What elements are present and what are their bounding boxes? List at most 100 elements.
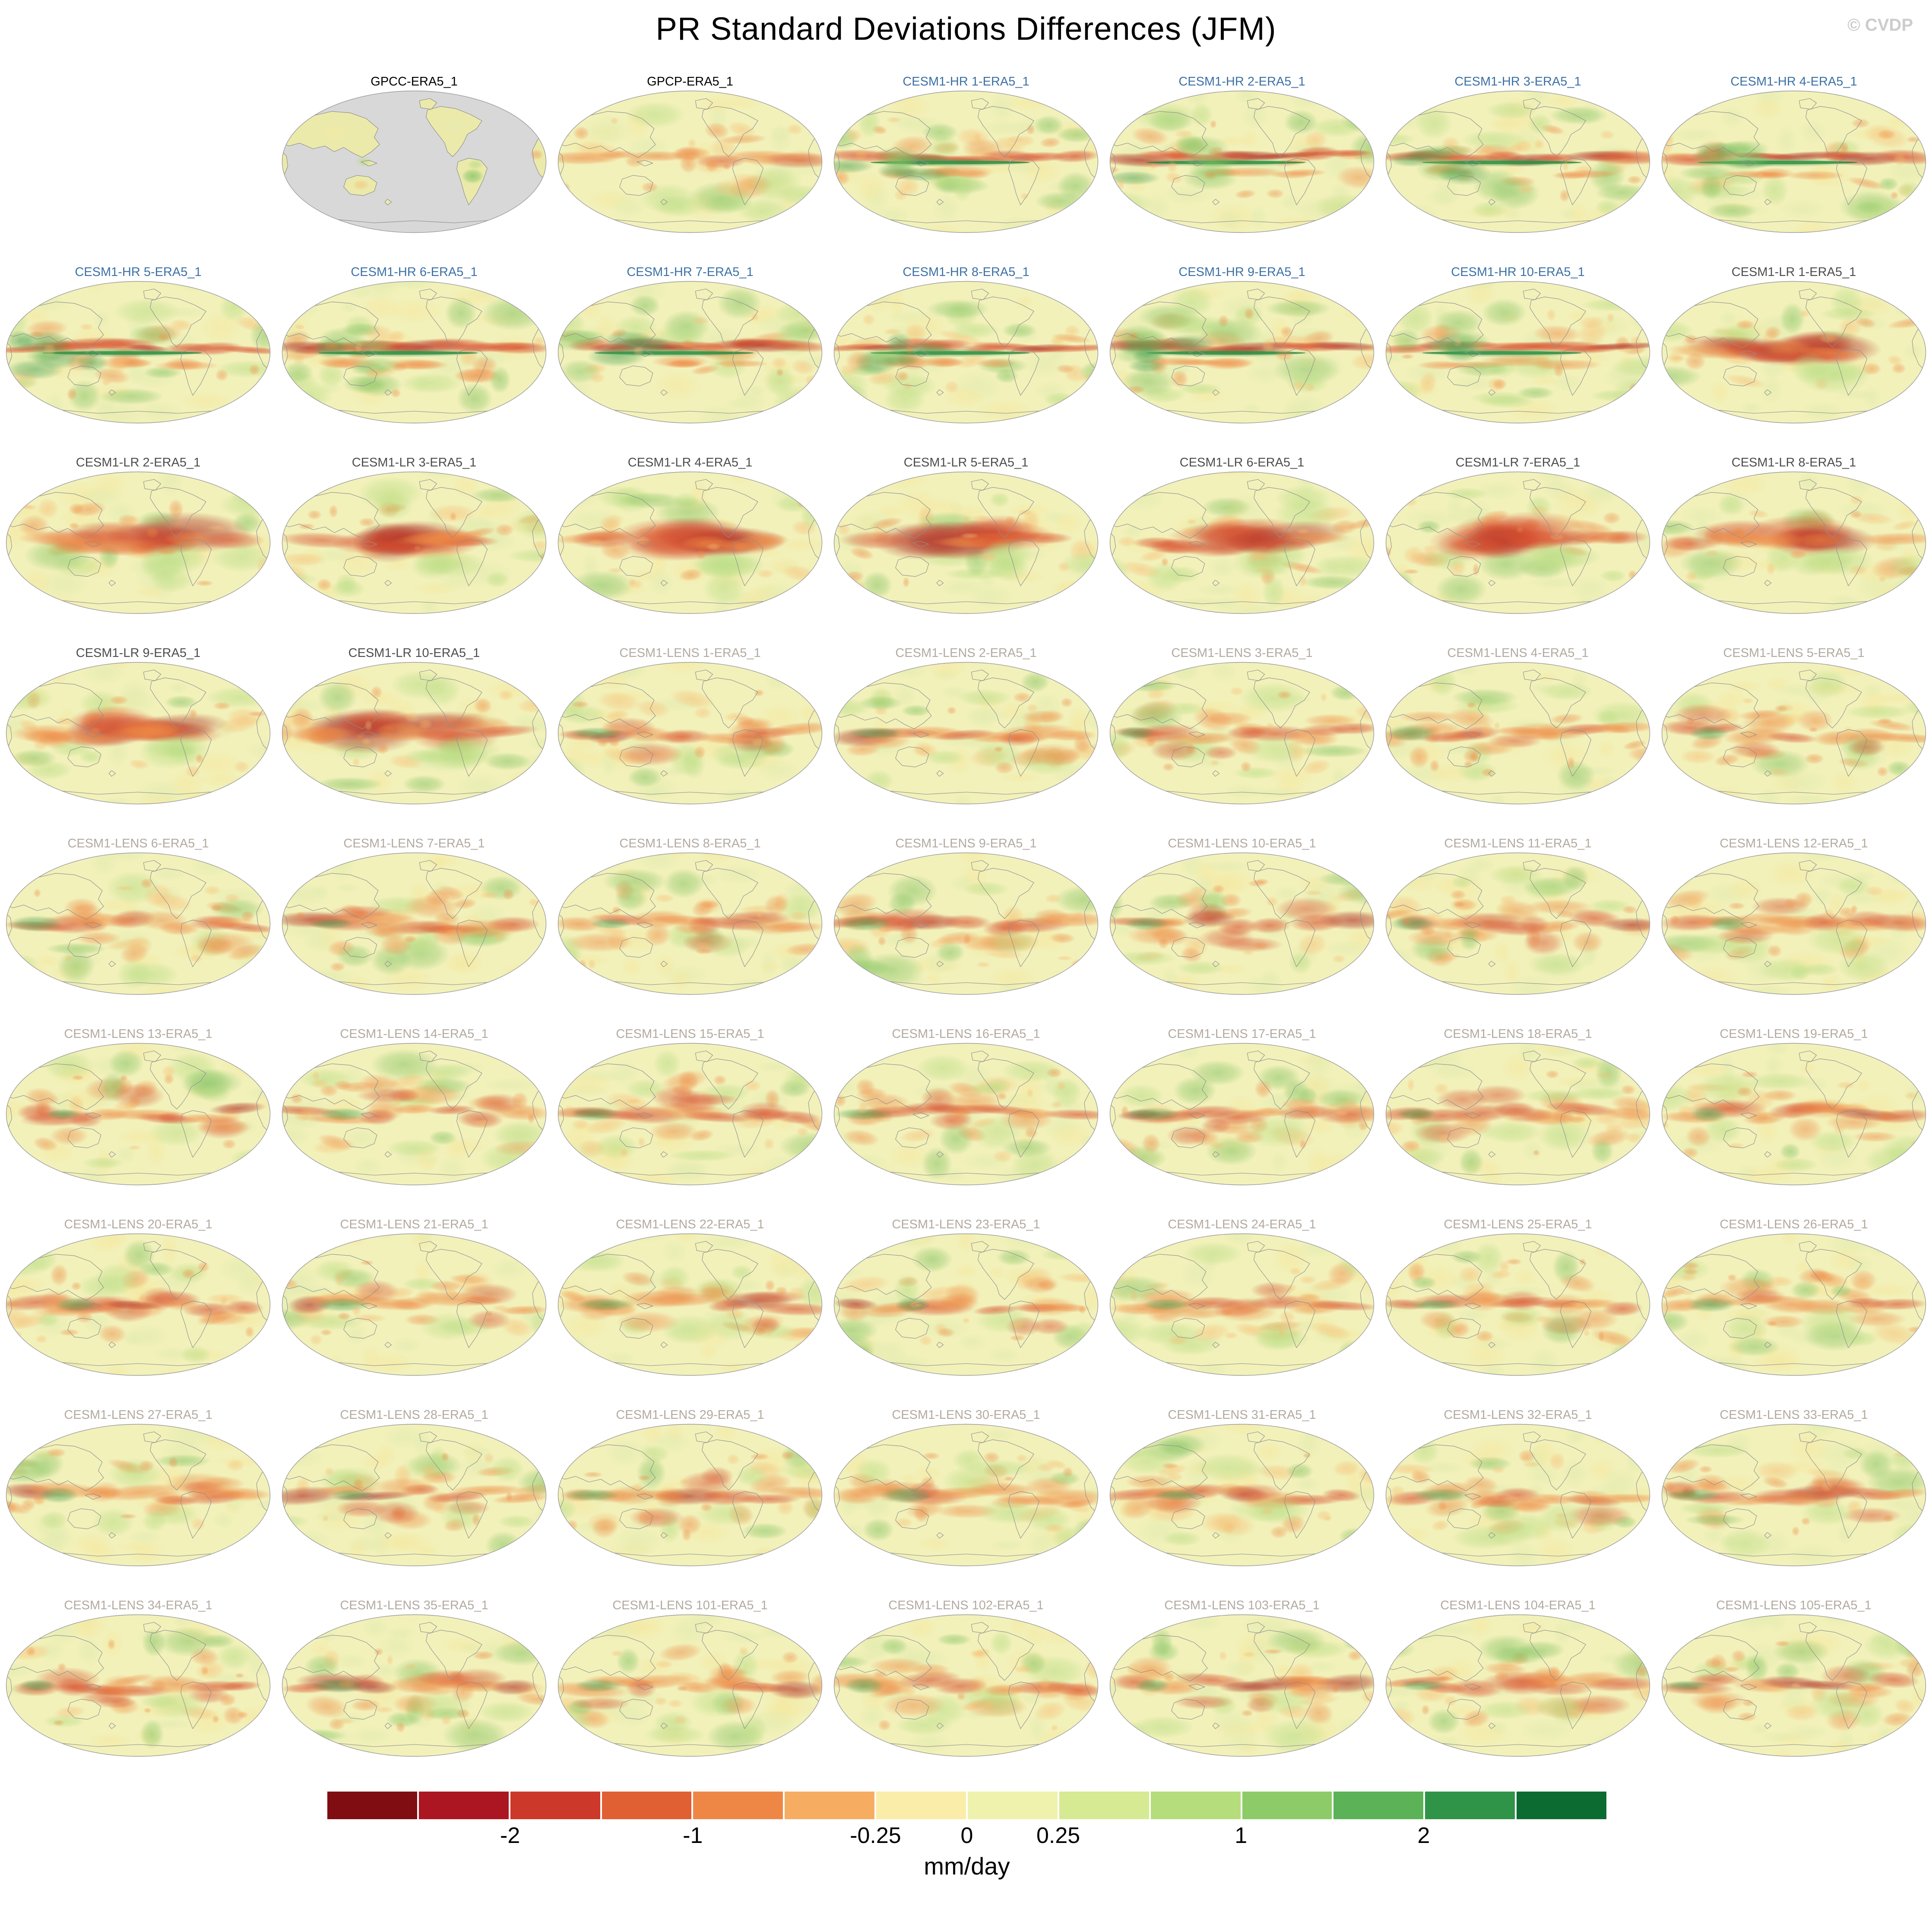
map-panel: CESM1-LR 3-ERA5_1 <box>276 454 552 645</box>
world-map <box>1385 471 1650 614</box>
colorbar-segment <box>1059 1792 1149 1819</box>
map-panel: CESM1-LENS 27-ERA5_1 <box>0 1407 276 1597</box>
world-map <box>833 1614 1099 1757</box>
colorbar-tick-label: 0 <box>960 1823 973 1848</box>
panel-title: CESM1-LENS 16-ERA5_1 <box>892 1027 1040 1041</box>
panel-title: CESM1-LENS 6-ERA5_1 <box>67 837 209 850</box>
world-map <box>1385 90 1650 233</box>
world-map <box>1109 1233 1375 1376</box>
map-panel: CESM1-LENS 16-ERA5_1 <box>828 1026 1104 1216</box>
world-map <box>1661 852 1926 995</box>
world-map <box>1661 281 1926 424</box>
map-panel: CESM1-LENS 25-ERA5_1 <box>1380 1216 1656 1407</box>
world-map <box>6 1424 271 1567</box>
world-map <box>1385 281 1650 424</box>
panel-title: CESM1-LENS 5-ERA5_1 <box>1723 646 1865 660</box>
colorbar-tick-label: -1 <box>683 1823 703 1848</box>
world-map <box>1385 1233 1650 1376</box>
panel-title: CESM1-LENS 12-ERA5_1 <box>1720 837 1868 850</box>
map-panel: CESM1-LENS 17-ERA5_1 <box>1104 1026 1380 1216</box>
map-panel: CESM1-LENS 32-ERA5_1 <box>1380 1407 1656 1597</box>
world-map <box>557 1614 823 1757</box>
panel-title: CESM1-LENS 19-ERA5_1 <box>1720 1027 1868 1041</box>
world-map <box>6 852 271 995</box>
panel-title: CESM1-LENS 13-ERA5_1 <box>64 1027 212 1041</box>
world-map <box>1661 1424 1926 1567</box>
figure-title: PR Standard Deviations Differences (JFM) <box>656 11 1276 47</box>
panel-title: CESM1-LENS 15-ERA5_1 <box>616 1027 764 1041</box>
cvdp-watermark: © CVDP <box>1847 16 1913 35</box>
panel-title: CESM1-LENS 26-ERA5_1 <box>1720 1218 1868 1231</box>
panel-title: CESM1-HR 3-ERA5_1 <box>1454 75 1581 89</box>
colorbar-segment <box>327 1792 417 1819</box>
colorbar-ticks: -2 -1 -0.25 0 0.25 1 2 <box>327 1823 1606 1851</box>
map-panel: CESM1-LR 9-ERA5_1 <box>0 645 276 835</box>
world-map <box>1109 1043 1375 1186</box>
map-panel: CESM1-HR 1-ERA5_1 <box>828 73 1104 264</box>
map-panel: CESM1-HR 10-ERA5_1 <box>1380 264 1656 454</box>
map-panel: CESM1-LENS 24-ERA5_1 <box>1104 1216 1380 1407</box>
map-panel: CESM1-LENS 101-ERA5_1 <box>552 1597 828 1788</box>
colorbar-segment <box>1517 1792 1607 1819</box>
panel-title: CESM1-LENS 24-ERA5_1 <box>1168 1218 1316 1231</box>
map-panel: CESM1-LENS 20-ERA5_1 <box>0 1216 276 1407</box>
panel-title: CESM1-HR 7-ERA5_1 <box>627 265 754 279</box>
panel-title: CESM1-LENS 104-ERA5_1 <box>1440 1598 1596 1612</box>
map-panel: CESM1-LENS 35-ERA5_1 <box>276 1597 552 1788</box>
world-map <box>1661 90 1926 233</box>
map-panel: CESM1-LENS 104-ERA5_1 <box>1380 1597 1656 1788</box>
map-panel: CESM1-LENS 22-ERA5_1 <box>552 1216 828 1407</box>
world-map <box>282 662 547 805</box>
world-map <box>833 471 1099 614</box>
map-panel: CESM1-LENS 8-ERA5_1 <box>552 835 828 1026</box>
world-map <box>1109 281 1375 424</box>
world-map <box>1385 852 1650 995</box>
world-map <box>1661 1043 1926 1186</box>
map-panel: CESM1-LENS 21-ERA5_1 <box>276 1216 552 1407</box>
panel-title: CESM1-LR 2-ERA5_1 <box>76 456 201 469</box>
world-map <box>6 662 271 805</box>
panel-title: CESM1-LR 4-ERA5_1 <box>627 456 753 469</box>
world-map <box>557 1043 823 1186</box>
panel-title: CESM1-LENS 22-ERA5_1 <box>616 1218 764 1231</box>
map-panel: CESM1-HR 2-ERA5_1 <box>1104 73 1380 264</box>
colorbar-segment <box>785 1792 875 1819</box>
map-panel: CESM1-LENS 4-ERA5_1 <box>1380 645 1656 835</box>
panel-title: CESM1-HR 10-ERA5_1 <box>1451 265 1585 279</box>
world-map <box>557 471 823 614</box>
colorbar-segment <box>876 1792 966 1819</box>
figure-header: PR Standard Deviations Differences (JFM)… <box>0 0 1932 73</box>
panel-title: CESM1-LR 1-ERA5_1 <box>1731 265 1856 279</box>
world-map <box>833 1233 1099 1376</box>
world-map <box>557 852 823 995</box>
world-map <box>1661 662 1926 805</box>
colorbar-segment <box>1425 1792 1515 1819</box>
map-panel: CESM1-LR 10-ERA5_1 <box>276 645 552 835</box>
world-map <box>833 1043 1099 1186</box>
world-map <box>557 1233 823 1376</box>
panel-title: CESM1-LENS 2-ERA5_1 <box>895 646 1037 660</box>
colorbar-segment <box>968 1792 1058 1819</box>
map-panel: CESM1-HR 6-ERA5_1 <box>276 264 552 454</box>
world-map <box>6 1043 271 1186</box>
panel-title: CESM1-HR 1-ERA5_1 <box>903 75 1029 89</box>
map-panel: CESM1-LENS 3-ERA5_1 <box>1104 645 1380 835</box>
world-map <box>833 852 1099 995</box>
world-map <box>282 1233 547 1376</box>
map-panel: CESM1-LR 2-ERA5_1 <box>0 454 276 645</box>
map-panel: CESM1-LR 5-ERA5_1 <box>828 454 1104 645</box>
world-map <box>833 90 1099 233</box>
map-panel: CESM1-HR 8-ERA5_1 <box>828 264 1104 454</box>
world-map <box>282 1043 547 1186</box>
map-panel: CESM1-LENS 12-ERA5_1 <box>1656 835 1932 1026</box>
world-map <box>1661 1233 1926 1376</box>
map-panel: CESM1-LENS 6-ERA5_1 <box>0 835 276 1026</box>
world-map <box>282 90 547 233</box>
world-map <box>282 852 547 995</box>
colorbar-segment <box>418 1792 509 1819</box>
colorbar-segment <box>602 1792 692 1819</box>
map-panel: CESM1-LENS 9-ERA5_1 <box>828 835 1104 1026</box>
panel-title: CESM1-LENS 25-ERA5_1 <box>1444 1218 1592 1231</box>
world-map <box>282 1614 547 1757</box>
colorbar-segment <box>1242 1792 1332 1819</box>
